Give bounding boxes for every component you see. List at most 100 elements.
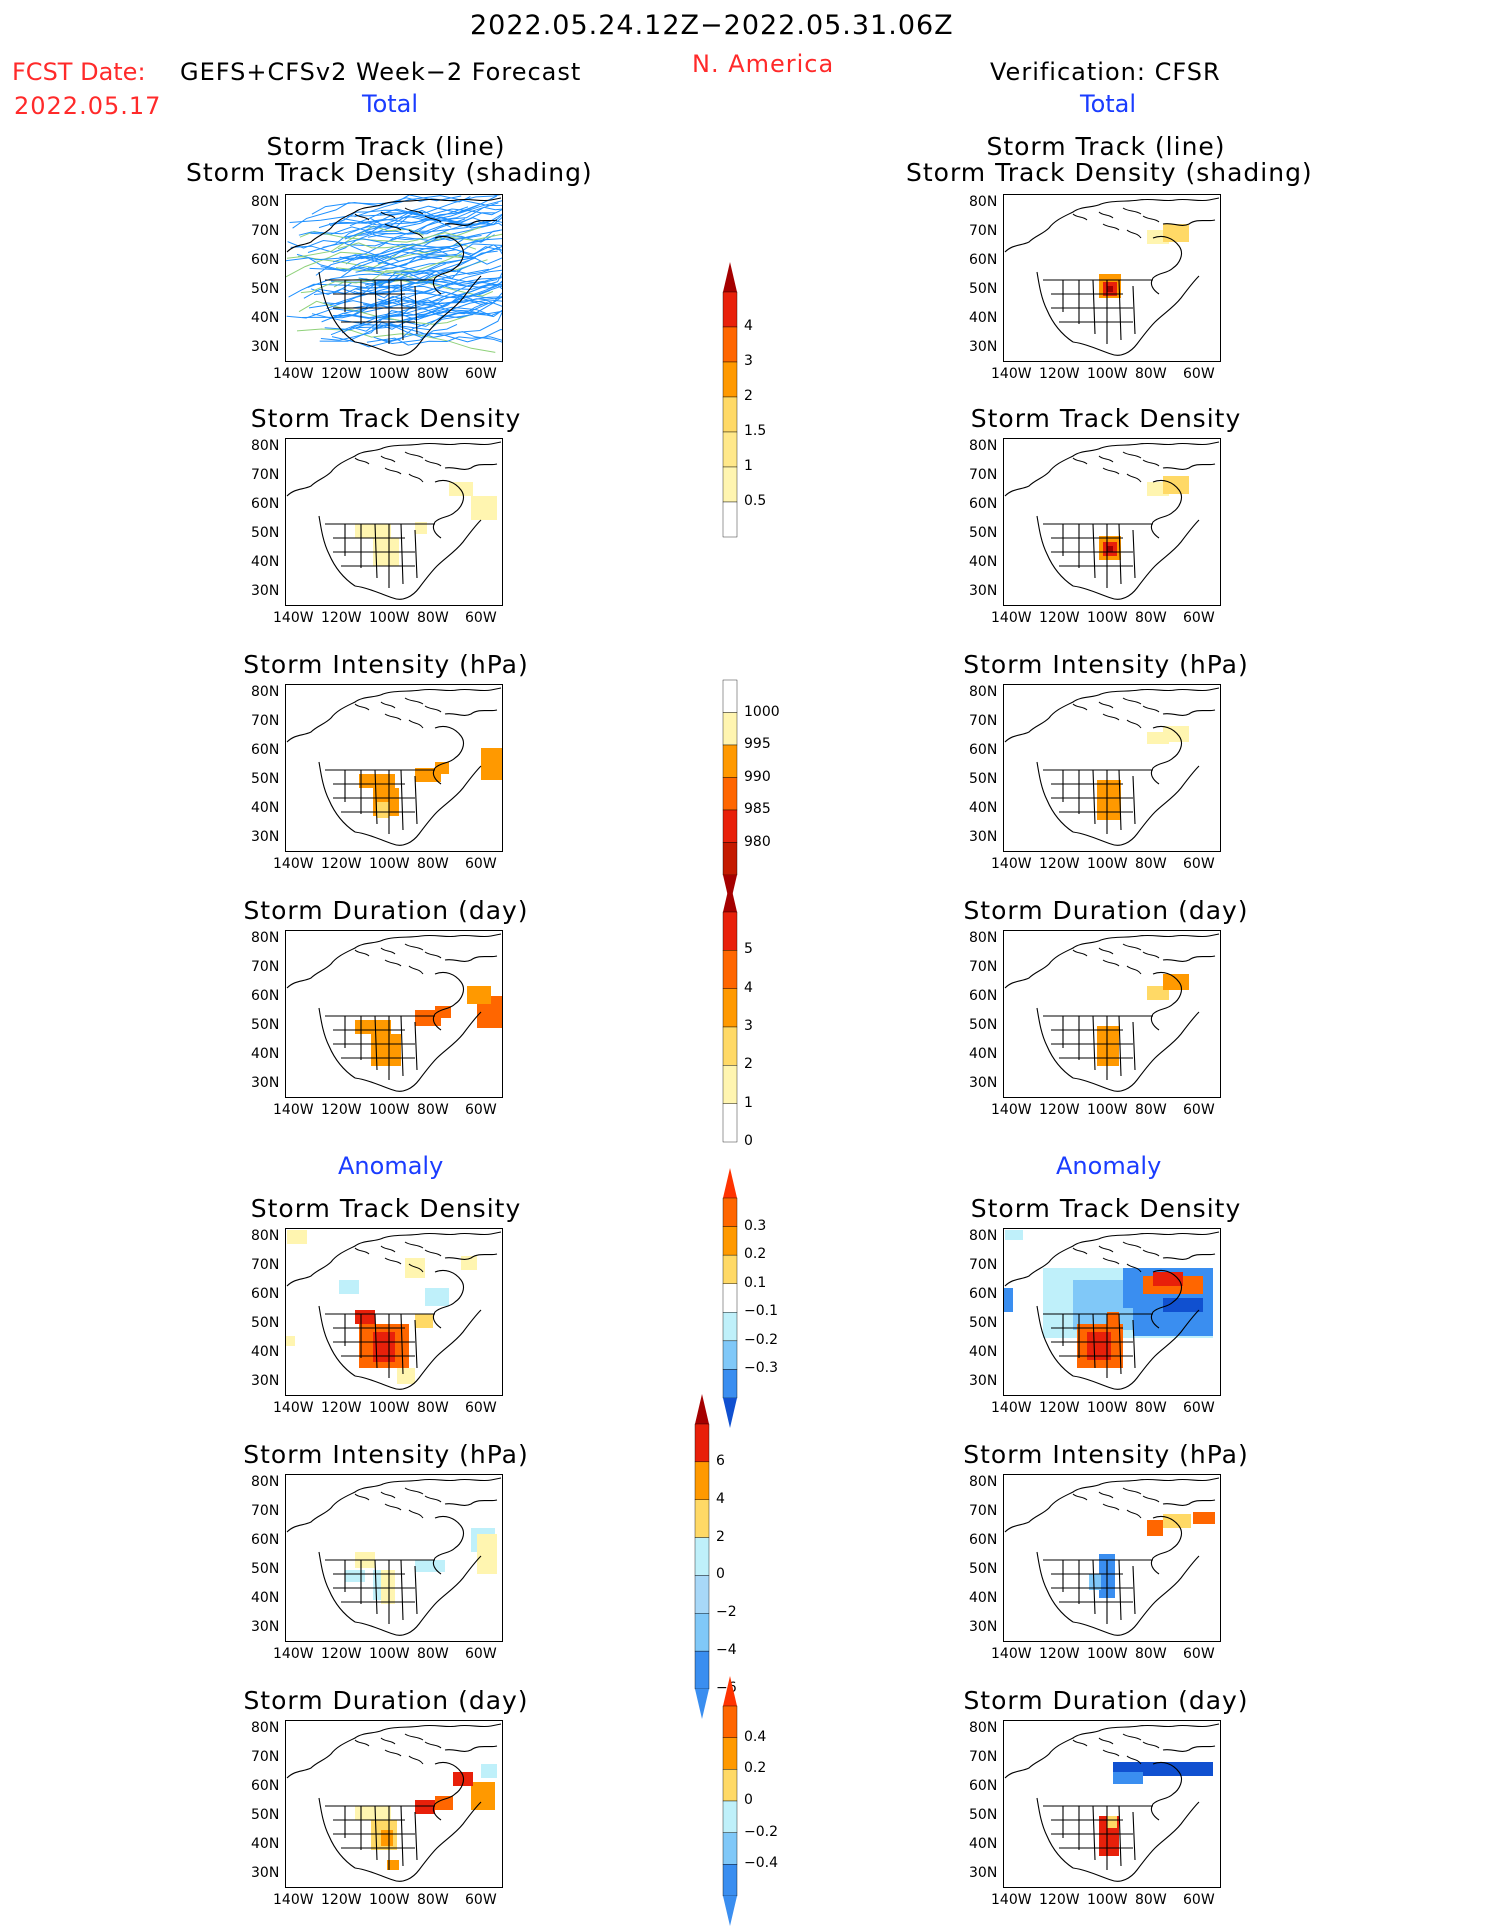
map-frame bbox=[285, 1474, 503, 1642]
map-panel-l-uanom: 80N 70N 60N 50N 40N 30N 140W 120W 100W 80W 60W bbox=[251, 1720, 503, 1908]
shading-cell bbox=[1163, 476, 1189, 494]
shading-cell bbox=[1163, 1514, 1191, 1528]
lon-label: 140W bbox=[273, 366, 314, 382]
shading-cell bbox=[435, 1796, 453, 1810]
storm-track-line bbox=[289, 195, 498, 223]
colorbar-label: 1000 bbox=[744, 703, 780, 720]
lat-label: 60N bbox=[969, 742, 998, 758]
map-svg bbox=[285, 684, 503, 852]
map-svg bbox=[1003, 684, 1221, 852]
colorbar-label: 0.2 bbox=[744, 1246, 767, 1263]
lon-label: 120W bbox=[321, 856, 362, 872]
colorbar-label: 0 bbox=[716, 1566, 725, 1583]
colorbar-segment bbox=[722, 396, 738, 433]
map-frame bbox=[1003, 930, 1221, 1098]
lat-label: 30N bbox=[969, 1075, 998, 1091]
lat-label: 60N bbox=[251, 1778, 280, 1794]
lon-label: 60W bbox=[465, 856, 497, 872]
lat-label: 60N bbox=[251, 1286, 280, 1302]
lon-label: 120W bbox=[1039, 1102, 1080, 1118]
storm-track-line bbox=[307, 211, 460, 253]
lat-label: 60N bbox=[251, 742, 280, 758]
storm-track-line bbox=[377, 223, 503, 265]
colorbar-segment bbox=[722, 1065, 738, 1104]
lat-label: 80N bbox=[969, 684, 998, 700]
lon-label: 80W bbox=[417, 1400, 449, 1416]
colorbar-label: 2 bbox=[716, 1528, 725, 1545]
lat-label: 80N bbox=[251, 1228, 280, 1244]
colorbar-duration-anom: 0.4 0.2 0 −0.2 −0.4 bbox=[718, 1676, 778, 1926]
map-frame bbox=[285, 194, 503, 362]
storm-track-line bbox=[330, 323, 458, 339]
lat-label: 30N bbox=[251, 583, 280, 599]
lon-label: 80W bbox=[417, 1646, 449, 1662]
colorbar-label: 980 bbox=[744, 833, 771, 850]
coastline bbox=[286, 687, 502, 846]
lon-label: 120W bbox=[321, 1400, 362, 1416]
lat-label: 30N bbox=[251, 829, 280, 845]
title-density-right: Storm Track Density bbox=[970, 404, 1242, 433]
colorbar-label: −4 bbox=[716, 1642, 737, 1659]
map-panel-l-ianom: 80N 70N 60N 50N 40N 30N 140W 120W 100W 80W 60W bbox=[251, 1474, 503, 1662]
lon-label: 80W bbox=[1135, 1892, 1167, 1908]
shading-cell bbox=[355, 1020, 391, 1034]
fcst-date-label: FCST Date: bbox=[12, 58, 146, 86]
lat-label: 50N bbox=[969, 1017, 998, 1033]
storm-track-line bbox=[320, 314, 474, 341]
lat-label: 50N bbox=[969, 1315, 998, 1331]
colorbar-duration-total: 5 4 3 2 1 0 bbox=[718, 882, 753, 1172]
lat-label: 40N bbox=[251, 800, 280, 816]
lat-label: 80N bbox=[251, 684, 280, 700]
lat-label: 30N bbox=[969, 583, 998, 599]
lat-label: 70N bbox=[251, 959, 280, 975]
colorbar-segment bbox=[722, 842, 738, 876]
coastline bbox=[1004, 687, 1220, 846]
colorbar-label: −0.2 bbox=[744, 1823, 778, 1840]
lat-label: 50N bbox=[251, 1561, 280, 1577]
lon-label: 100W bbox=[1087, 1646, 1128, 1662]
lon-label: 60W bbox=[465, 610, 497, 626]
shading-cell bbox=[471, 496, 497, 520]
storm-track-line bbox=[287, 239, 448, 258]
lon-label: 140W bbox=[991, 1892, 1032, 1908]
lon-label: 120W bbox=[1039, 366, 1080, 382]
title-density-anom-left: Storm Track Density bbox=[250, 1194, 522, 1223]
lon-label: 140W bbox=[991, 610, 1032, 626]
shading-cell bbox=[415, 1560, 445, 1572]
map-panel-r-duration: 80N 70N 60N 50N 40N 30N 140W 120W 100W 80W 60W bbox=[969, 930, 1221, 1118]
lat-label: 40N bbox=[969, 1344, 998, 1360]
map-panel-r-intensity: 80N 70N 60N 50N 40N 30N 140W 120W 100W 80W 60W bbox=[969, 684, 1221, 872]
storm-track-line bbox=[332, 283, 503, 319]
colorbar-segment bbox=[722, 1769, 738, 1802]
lon-label: 100W bbox=[369, 1892, 410, 1908]
shading-cell bbox=[415, 768, 441, 782]
title-intensity-left: Storm Intensity (hPa) bbox=[243, 650, 529, 679]
colorbar-bottom-arrow bbox=[723, 1896, 737, 1926]
shading-cell bbox=[1113, 1772, 1143, 1784]
lat-label: 50N bbox=[969, 525, 998, 541]
storm-track-line bbox=[340, 256, 503, 278]
storm-track-line bbox=[379, 208, 503, 217]
map-frame bbox=[1003, 684, 1221, 852]
storm-track-line bbox=[371, 325, 503, 349]
lat-label: 30N bbox=[969, 339, 998, 355]
lon-label: 60W bbox=[465, 1400, 497, 1416]
storm-track-line bbox=[309, 218, 466, 235]
shading-cell bbox=[1107, 546, 1113, 552]
colorbar-segment bbox=[722, 1340, 738, 1370]
lat-label: 80N bbox=[251, 930, 280, 946]
storm-track-line bbox=[309, 238, 465, 271]
lat-label: 50N bbox=[251, 1807, 280, 1823]
colorbar-segment bbox=[722, 950, 738, 989]
lon-label: 60W bbox=[465, 1892, 497, 1908]
anomaly-left-label: Anomaly bbox=[338, 1152, 444, 1180]
shading-cell bbox=[1097, 1026, 1119, 1066]
lat-label: 60N bbox=[969, 1286, 998, 1302]
map-svg bbox=[285, 1474, 503, 1642]
colorbar-label: 4 bbox=[716, 1490, 725, 1507]
storm-track-line bbox=[285, 256, 443, 272]
colorbar-segment bbox=[722, 809, 738, 843]
lat-label: 70N bbox=[251, 713, 280, 729]
colorbar-label: 0.1 bbox=[744, 1274, 767, 1291]
lat-label: 60N bbox=[969, 252, 998, 268]
